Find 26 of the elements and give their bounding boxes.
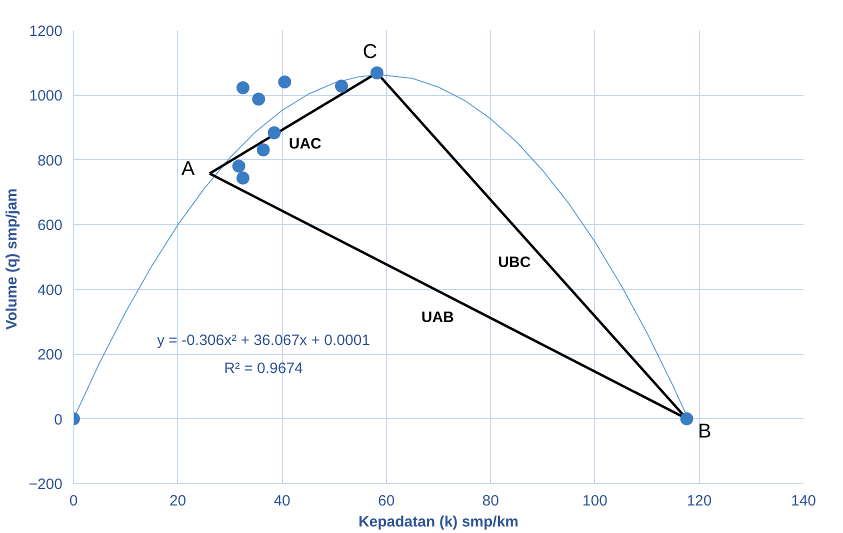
x-tick-label: 80 <box>482 492 499 510</box>
x-tick-label: 20 <box>169 492 186 510</box>
x-tick-label: 100 <box>582 492 608 510</box>
x-tick-label: 140 <box>790 492 816 510</box>
x-tick-label: 0 <box>69 492 78 510</box>
x-axis-title: Kepadatan (k) smp/km <box>358 514 519 530</box>
series-label: UAB <box>421 309 454 326</box>
data-label: B <box>698 420 712 442</box>
y-tick-label: 0 <box>54 411 62 428</box>
y-tick-label: 200 <box>37 346 63 364</box>
y-tick-label: 400 <box>37 282 63 299</box>
annotation: y = -0.306x² + 36.067x + 0.0001 <box>156 332 370 349</box>
y-axis-title: Volume (q) smp/jam <box>4 188 21 330</box>
y-tick-label: 600 <box>37 217 63 234</box>
data-label: C <box>362 41 378 64</box>
y-tick-label: 1200 <box>29 23 63 40</box>
data-label: A <box>181 158 196 180</box>
x-tick-label: 40 <box>274 492 290 510</box>
y-tick-label: 1000 <box>29 88 63 105</box>
y-tick-label: −200 <box>28 476 63 493</box>
x-tick-label: 60 <box>378 492 395 510</box>
x-tick-label: 120 <box>686 492 712 510</box>
y-tick-label: 800 <box>37 152 63 170</box>
series-label: UAC <box>288 136 322 153</box>
series-label: UBC <box>498 254 531 271</box>
annotation: R² = 0.9674 <box>224 360 303 377</box>
